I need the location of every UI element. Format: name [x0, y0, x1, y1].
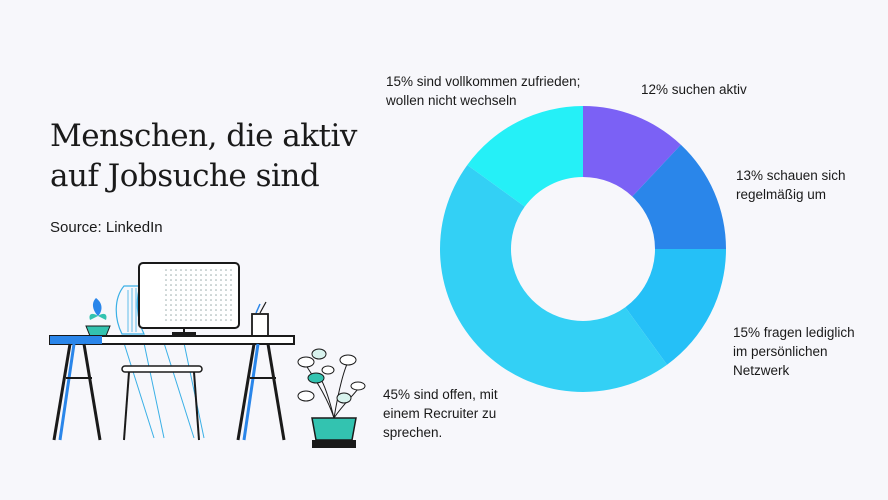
slice-label-4-line-1: wollen nicht wechseln: [386, 93, 517, 108]
small-plant-icon: [85, 298, 111, 337]
slice-label-1: 13% schauen sich regelmäßig um: [736, 166, 846, 204]
slice-label-3-line-2: sprechen.: [383, 425, 443, 440]
slice-label-0-line-0: 12% suchen aktiv: [641, 82, 747, 97]
slice-label-2-line-0: 15% fragen lediglich: [733, 325, 855, 340]
potted-plant-icon: [297, 348, 366, 448]
slice-label-2: 15% fragen lediglich im persönlichen Netzw…: [733, 323, 855, 380]
desk-illustration: [49, 262, 366, 448]
page-title: Menschen, die aktiv auf Jobsuche sind: [50, 116, 357, 196]
donut-slice-3: [440, 164, 668, 392]
slice-label-2-line-2: Netzwerk: [733, 363, 790, 378]
chair-icon: [115, 285, 205, 441]
slice-label-3: 45% sind offen, mit einem Recruiter zu spr…: [383, 385, 498, 442]
monitor-icon: [138, 262, 240, 336]
donut-slice-4: [467, 106, 583, 207]
donut-slice-2: [625, 249, 726, 365]
desk-icon: [49, 335, 295, 441]
slice-label-0: 12% suchen aktiv: [641, 80, 747, 99]
source-label: Source: LinkedIn: [50, 219, 163, 236]
slice-label-1-line-1: regelmäßig um: [736, 187, 827, 202]
slice-label-1-line-0: 13% schauen sich: [736, 168, 846, 183]
slice-label-4-line-0: 15% sind vollkommen zufrieden;: [386, 74, 581, 89]
title-line-2: auf Jobsuche sind: [50, 158, 320, 194]
slice-label-3-line-0: 45% sind offen, mit: [383, 387, 498, 402]
title-line-1: Menschen, die aktiv: [50, 118, 357, 154]
donut-slice-0: [583, 106, 681, 197]
donut-slice-1: [632, 144, 726, 249]
slice-label-4: 15% sind vollkommen zufrieden; wollen nic…: [386, 72, 580, 110]
slice-label-2-line-1: im persönlichen: [733, 344, 828, 359]
slice-label-3-line-1: einem Recruiter zu: [383, 406, 497, 421]
